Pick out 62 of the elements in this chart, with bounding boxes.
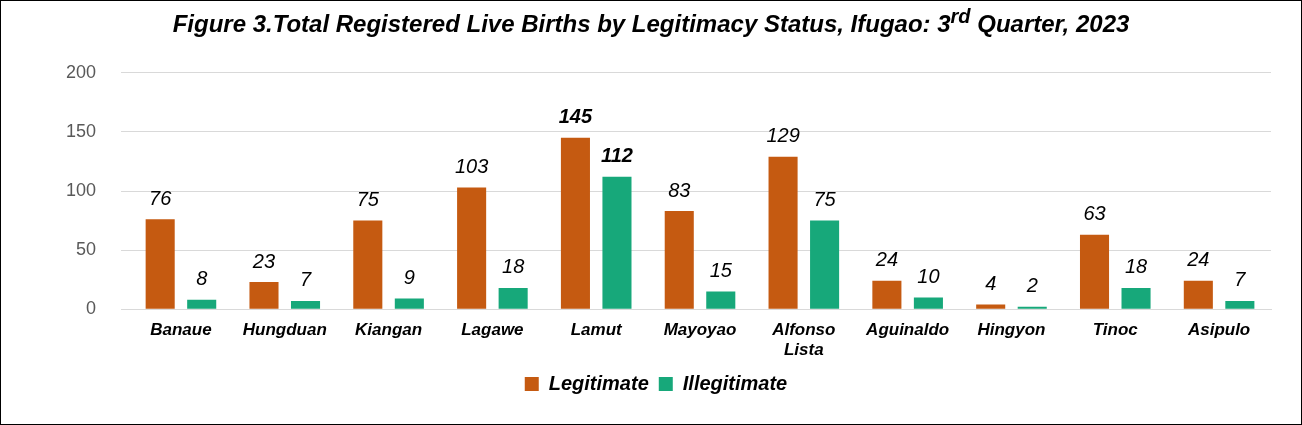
bar: [560, 137, 590, 309]
x-tick-label: Asipulo: [1186, 320, 1251, 340]
x-tick-label: Kiangan: [355, 320, 423, 340]
data-label: 112: [601, 144, 633, 167]
y-tick-label: 150: [65, 120, 97, 141]
bar: [353, 220, 383, 309]
bar: [913, 297, 943, 309]
bar: [290, 300, 321, 309]
bar: [706, 291, 736, 309]
bar: [1183, 280, 1213, 309]
data-label: 10: [917, 264, 940, 287]
x-tick-label: Alfonso Lista: [771, 320, 836, 360]
data-label: 23: [251, 249, 276, 272]
data-label: 18: [1124, 255, 1148, 278]
bar: [187, 299, 217, 309]
bar: [976, 304, 1006, 309]
data-label: 75: [356, 188, 380, 211]
data-label: 129: [766, 124, 800, 147]
legend-label: Legitimate: [548, 371, 649, 394]
bar: [1121, 287, 1151, 309]
data-label: 63: [1083, 202, 1106, 225]
bar: [768, 156, 798, 309]
x-tick-label: Mayoyao: [663, 320, 737, 340]
data-label: 24: [1186, 248, 1210, 271]
data-label: 103: [454, 155, 489, 178]
x-tick-label: Lamut: [570, 320, 624, 340]
bar: [810, 220, 840, 309]
x-tick-label: Tinoc: [1092, 320, 1139, 340]
data-label: 145: [558, 105, 593, 128]
data-label: 18: [502, 255, 525, 278]
x-tick-label: Aguinaldo: [865, 320, 950, 340]
chart-title: Figure 3.Total Registered Live Births by Legitimacy Status, Ifugao: 3$^{rd}$ Quarter, 2023: [171, 4, 1131, 37]
bar: [872, 280, 902, 309]
bar: [394, 298, 424, 309]
y-tick-label: 100: [65, 179, 97, 200]
bar: [457, 187, 487, 309]
y-tick-label: 200: [65, 61, 97, 82]
x-tick-label: Lagawe: [461, 320, 524, 340]
bar: [498, 287, 528, 309]
data-label: 24: [874, 248, 899, 271]
data-label: 9: [403, 266, 415, 289]
data-label: 75: [813, 188, 837, 211]
data-label: 8: [196, 267, 208, 290]
data-label: 7: [1234, 268, 1247, 291]
bar: [1225, 300, 1255, 309]
data-label: 76: [149, 186, 173, 209]
y-tick-label: 0: [86, 298, 97, 319]
data-label: 4: [985, 272, 997, 295]
bar: [664, 211, 694, 309]
bar: [145, 219, 175, 309]
x-tick-label: Banaue: [150, 320, 212, 340]
x-tick-label: Hingyon: [977, 320, 1046, 340]
bar: [249, 282, 279, 309]
legend-label: Illegitimate: [682, 371, 788, 394]
data-label: 15: [709, 259, 733, 282]
y-tick-label: 50: [76, 239, 97, 260]
data-label: 2: [1025, 274, 1038, 297]
data-label: 7: [299, 268, 312, 291]
bar: [1079, 234, 1110, 309]
bar: [602, 176, 632, 309]
x-tick-label: Hungduan: [242, 320, 327, 340]
data-label: 83: [668, 178, 691, 201]
